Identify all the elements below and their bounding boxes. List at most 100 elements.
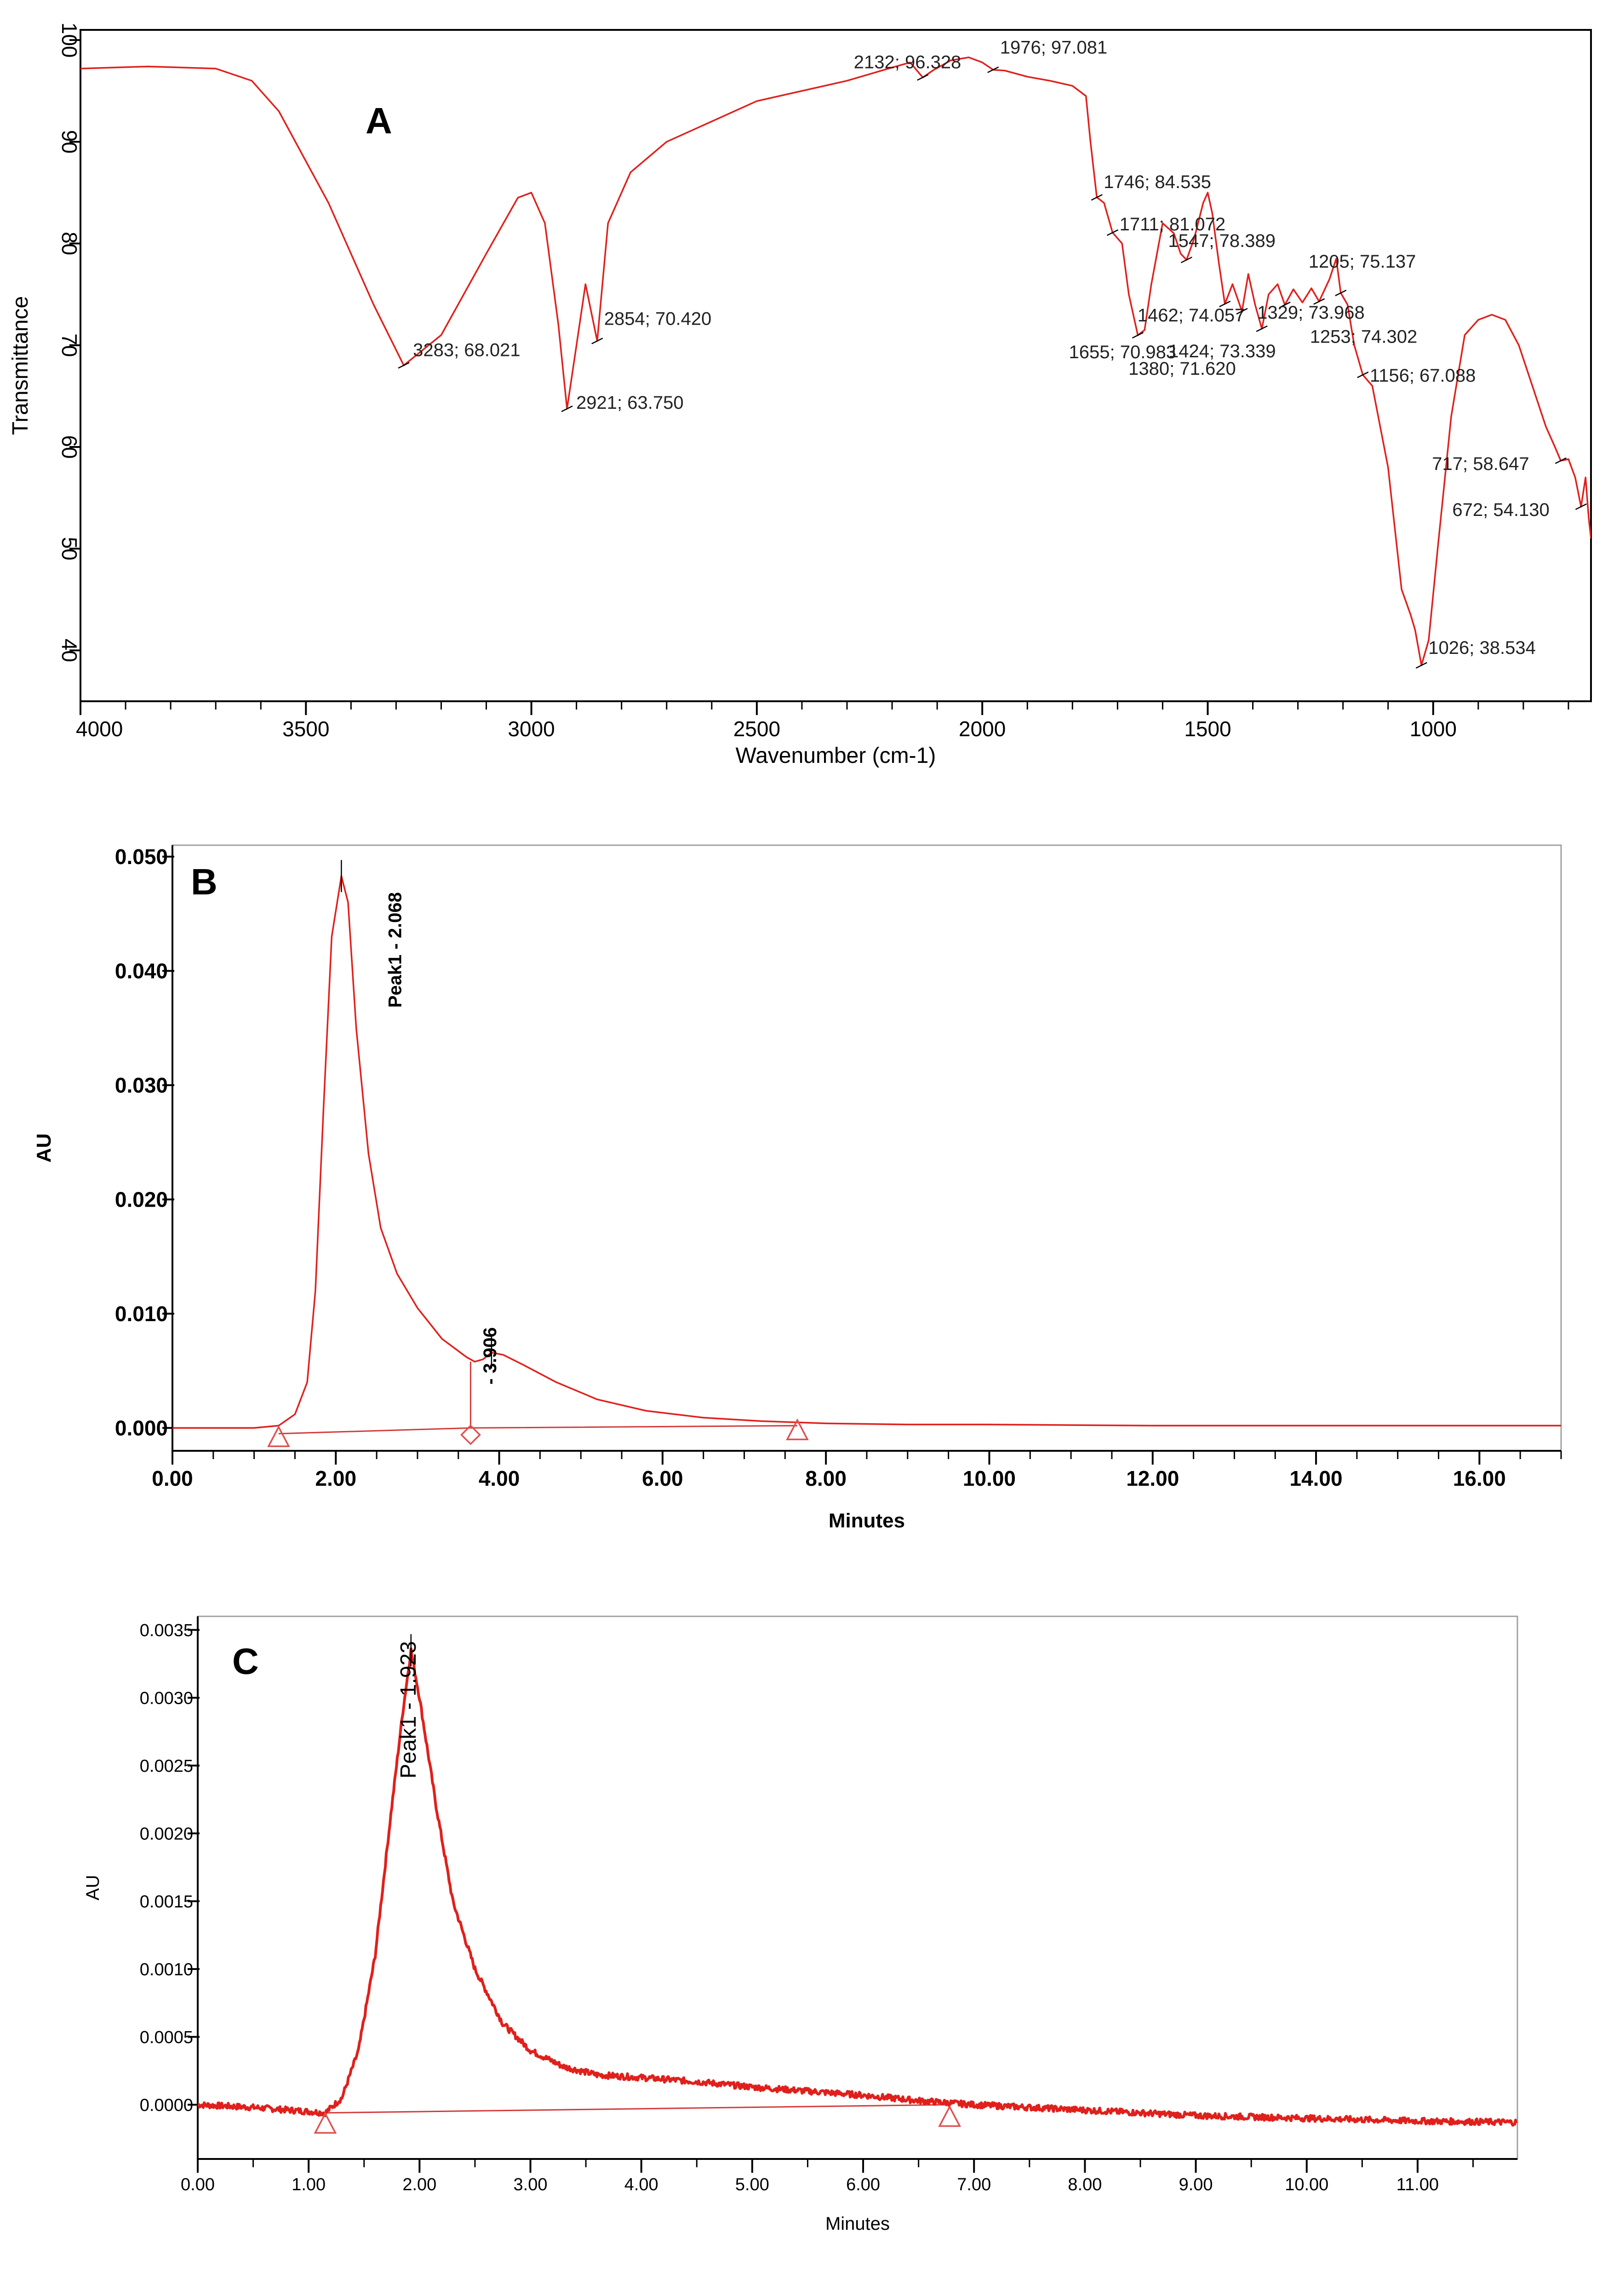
x-axis-label: Minutes	[829, 1509, 905, 1532]
peak-marker	[561, 405, 573, 412]
x-tick-label: 8.00	[1068, 2175, 1102, 2194]
peak-annotation: 1026; 38.534	[1428, 638, 1536, 658]
y-tick-label: 40	[57, 639, 81, 662]
peak-marker	[1313, 298, 1325, 305]
y-tick-label: 0.0025	[140, 1757, 193, 1776]
y-tick-label: 60	[57, 435, 81, 458]
peak-annotation: 717; 58.647	[1432, 454, 1529, 474]
x-axis-label: Wavenumber (cm-1)	[736, 744, 936, 768]
baseline-marker-triangle	[314, 2112, 337, 2134]
x-tick-label: 6.00	[642, 1466, 683, 1490]
y-tick-label: 0.0000	[140, 2096, 193, 2115]
peak-annotation: 1655; 70.983	[1069, 342, 1177, 362]
x-tick-label: 2000	[959, 717, 1006, 741]
x-tick-label: 8.00	[805, 1466, 847, 1490]
x-axis-label: Minutes	[825, 2214, 890, 2234]
integration-baseline	[325, 2104, 950, 2114]
y-tick-label: 50	[57, 537, 81, 561]
peak-label: Peak1 - 1.923	[396, 1641, 421, 1779]
peak-marker	[1180, 257, 1192, 263]
y-tick-label: 0.000	[115, 1416, 168, 1440]
panel-label: A	[366, 100, 392, 141]
x-tick-label: 5.00	[735, 2175, 769, 2194]
series-line-0	[172, 875, 1561, 1429]
x-tick-label: 12.00	[1126, 1466, 1179, 1490]
x-tick-label: 14.00	[1289, 1466, 1342, 1490]
peak-marker	[1335, 290, 1347, 297]
peak-marker	[1132, 332, 1144, 339]
peak-annotation: 3283; 68.021	[413, 340, 521, 361]
peak-marker	[1091, 194, 1103, 201]
x-tick-label: 7.00	[957, 2175, 991, 2194]
x-tick-label: 3000	[508, 717, 555, 741]
peak-marker	[1575, 503, 1587, 510]
x-tick-label: 10.00	[963, 1466, 1016, 1490]
x-tick-label: 2.00	[402, 2175, 436, 2194]
peak-annotation: 1380; 71.620	[1128, 359, 1236, 379]
y-tick-label: 100	[57, 23, 81, 58]
x-tick-label: 11.00	[1396, 2175, 1439, 2194]
y-tick-label: 0.0005	[140, 2028, 193, 2047]
x-tick-label: 1000	[1410, 717, 1457, 741]
y-tick-label: 0.0035	[140, 1621, 193, 1640]
y-axis-label: AU	[83, 1875, 103, 1901]
peak-annotation: 1424; 73.339	[1168, 341, 1276, 361]
y-axis-label: AU	[33, 1134, 55, 1163]
plot-frame	[80, 29, 1592, 702]
peak-marker	[1219, 300, 1231, 308]
x-tick-label: 2500	[733, 717, 780, 741]
peak-annotation: 1462; 74.057	[1138, 305, 1245, 326]
peak-marker	[1107, 229, 1119, 236]
peak-annotation: 2854; 70.420	[604, 309, 712, 329]
y-tick-label: 0.010	[115, 1302, 168, 1326]
x-tick-label: 16.00	[1453, 1466, 1506, 1490]
panel-b: 0.00 2.00 4.00 6.00 8.00 10.00 12.00 14.00 16.00…	[33, 844, 1562, 1532]
peak-annotation: 1156; 67.088	[1370, 366, 1476, 386]
peak-label: - 3.906	[480, 1327, 500, 1385]
panel-label: B	[191, 861, 217, 902]
peak-annotation: 672; 54.130	[1452, 500, 1549, 520]
x-tick-label: 0.00	[152, 1466, 193, 1490]
x-tick-label: 2.00	[315, 1466, 357, 1490]
peak-marker	[1357, 372, 1369, 378]
peak-annotation: 1711; 81.072	[1120, 214, 1226, 235]
peak-annotation: 1205; 75.137	[1309, 252, 1416, 272]
x-tick-label: 6.00	[846, 2175, 880, 2194]
peak-annotation: 2132; 96.328	[854, 52, 961, 72]
y-tick-label: 0.0030	[140, 1689, 193, 1708]
peak-annotation: 1253; 74.302	[1310, 327, 1418, 347]
peak-label: Peak1 - 2.068	[385, 892, 405, 1008]
peak-marker	[1415, 662, 1427, 669]
y-tick-label: 90	[57, 130, 81, 154]
x-tick-label: 0.00	[181, 2175, 215, 2194]
panel-label: C	[232, 1641, 259, 1682]
x-tick-label: 4.00	[479, 1466, 520, 1490]
x-tick-label: 3500	[282, 717, 329, 741]
peak-marker	[1279, 301, 1291, 309]
x-tick-label: 1.00	[292, 2175, 326, 2194]
x-tick-label: 10.00	[1285, 2175, 1328, 2194]
x-tick-label: 1500	[1184, 717, 1231, 741]
peak-annotation: 1329; 73.968	[1257, 303, 1365, 323]
peak-marker	[987, 66, 999, 73]
y-tick-label: 0.020	[115, 1187, 168, 1211]
y-axis-label: Transmittance	[8, 296, 33, 435]
y-tick-label: 0.040	[115, 959, 168, 983]
x-tick-label: 4.00	[624, 2175, 658, 2194]
panel-c: 0.00 1.00 2.00 3.00 4.00 5.00 6.00 7.00 8.00 9.00…	[83, 1615, 1518, 2234]
peak-annotation: 2921; 63.750	[576, 393, 684, 413]
baseline-marker-triangle	[267, 1425, 290, 1447]
peak-annotation: 1746; 84.535	[1104, 172, 1211, 192]
peak-marker	[591, 338, 603, 344]
panel-a: 4000 3500 3000 2500 2000 1500 1000 40 50 60 70 80 90…	[8, 23, 1592, 768]
x-tick-label: 9.00	[1179, 2175, 1213, 2194]
baseline-marker-diamond	[460, 1424, 481, 1445]
y-tick-label: 0.0020	[140, 1824, 193, 1844]
baseline-marker-triangle	[786, 1418, 809, 1441]
series-line-0	[198, 1647, 1517, 2127]
peak-annotation: 1547; 78.389	[1168, 231, 1276, 251]
y-tick-label: 0.050	[115, 845, 168, 869]
y-tick-label: 0.0010	[140, 1960, 193, 1979]
x-tick-label: 4000	[76, 717, 123, 741]
